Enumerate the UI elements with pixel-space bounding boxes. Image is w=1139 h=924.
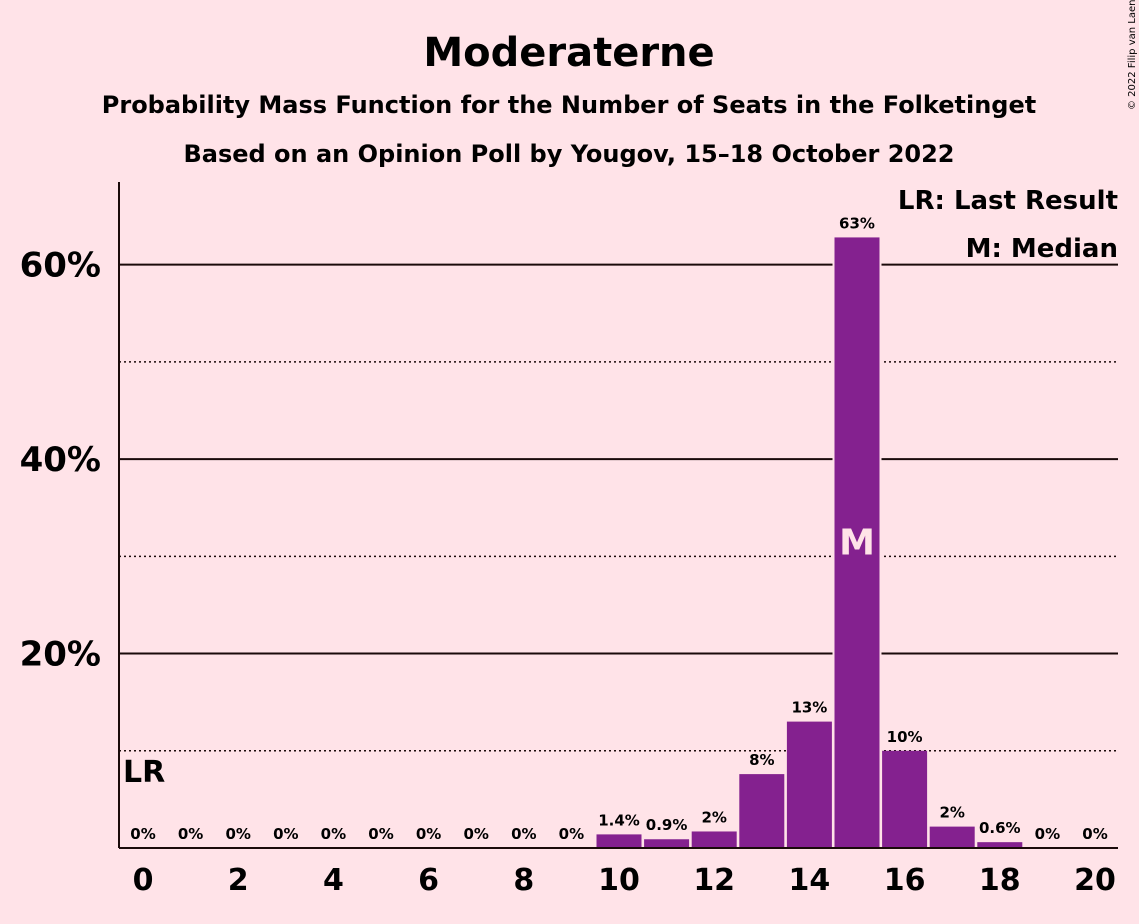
x-tick-label: 6 [418, 863, 439, 898]
bar-value-label: 0% [416, 825, 441, 843]
bar [739, 774, 785, 848]
bar-value-label: 13% [791, 699, 827, 717]
tick-labels: 0 2 4 6 8 10 12 14 16 18 20 20% 40% 60% [20, 246, 1116, 898]
bar-value-label: 0% [178, 825, 203, 843]
chart-title: Moderaterne [423, 30, 714, 76]
x-tick-label: 2 [228, 863, 249, 898]
bar-value-label: 1.4% [598, 811, 640, 829]
y-tick-label: 40% [20, 440, 101, 480]
y-tick-label: 20% [20, 635, 101, 675]
x-tick-label: 18 [979, 863, 1021, 898]
axes [118, 182, 1118, 849]
bar-value-label: 0% [321, 825, 346, 843]
x-tick-label: 10 [598, 863, 640, 898]
bar-value-label: 2% [939, 804, 964, 822]
bar-value-label: 63% [839, 214, 875, 232]
legend-median: M: Median [966, 234, 1118, 264]
bar-value-label: 10% [887, 728, 923, 746]
chart-subtitle: Probability Mass Function for the Number… [102, 91, 1036, 119]
bar-value-label: 0% [1035, 825, 1060, 843]
last-result-marker: LR [123, 755, 165, 790]
bar-value-label: 0% [225, 825, 250, 843]
bar-value-label: 0% [368, 825, 393, 843]
copyright-text: © 2022 Filip van Laenen [1127, 0, 1138, 110]
bar-value-label: 0% [463, 825, 488, 843]
bar [596, 834, 642, 848]
bar-value-label: 0% [130, 825, 155, 843]
bar [644, 839, 690, 848]
y-tick-label: 60% [20, 246, 101, 286]
x-tick-label: 12 [693, 863, 735, 898]
bar-value-label: 0% [511, 825, 536, 843]
bar-value-label: 0.6% [979, 819, 1021, 837]
x-tick-label: 0 [133, 863, 154, 898]
bar-value-label: 0.9% [646, 816, 688, 834]
legend-last-result: LR: Last Result [898, 186, 1118, 216]
x-tick-label: 16 [884, 863, 926, 898]
bar [882, 750, 928, 848]
bar [834, 237, 880, 849]
bar-value-label: 0% [559, 825, 584, 843]
x-tick-label: 8 [513, 863, 534, 898]
bar-value-label: 0% [273, 825, 298, 843]
median-marker: M [839, 523, 875, 564]
x-tick-label: 20 [1074, 863, 1116, 898]
bar [691, 831, 737, 848]
x-tick-label: 14 [789, 863, 831, 898]
x-tick-label: 4 [323, 863, 344, 898]
bar-value-label: 8% [749, 751, 774, 769]
bar [786, 721, 832, 848]
bar-value-label: 2% [701, 808, 726, 826]
bars [596, 235, 1023, 849]
chart-subtitle-2: Based on an Opinion Poll by Yougov, 15–1… [183, 140, 954, 168]
grid [119, 263, 1118, 752]
bar-value-label: 0% [1082, 825, 1107, 843]
bar-labels: 0% 0% 0% 0% 0% 0% 0% 0% 0% 0% 1.4% 0.9% 2% 8% 13% 63% 10… [123, 214, 1108, 843]
bar [929, 826, 975, 848]
bar [977, 842, 1023, 848]
